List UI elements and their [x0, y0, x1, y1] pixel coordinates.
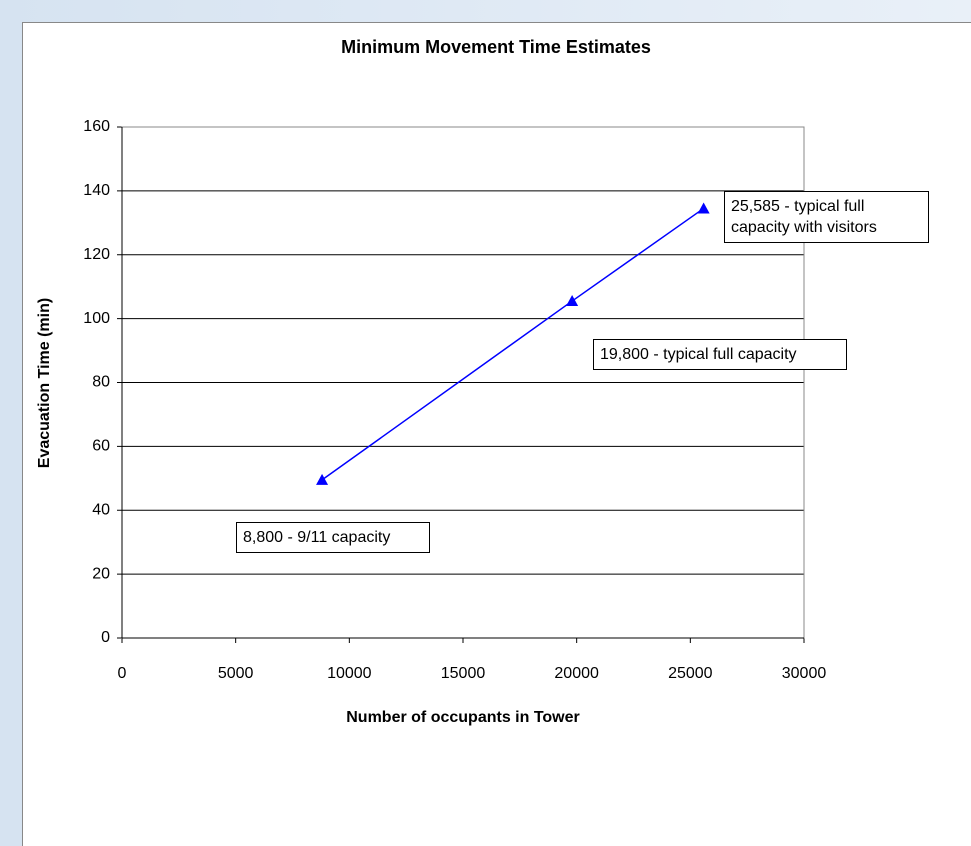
y-tick-label: 140: [83, 182, 110, 199]
x-tick-label: 0: [118, 665, 127, 682]
annotation: 19,800 - typical full capacity: [593, 339, 847, 370]
chart-panel: [22, 22, 971, 846]
x-tick-label: 25000: [668, 665, 713, 682]
y-tick-label: 100: [83, 310, 110, 327]
y-tick-label: 20: [92, 565, 110, 582]
marker: [566, 295, 579, 307]
x-tick-label: 5000: [218, 665, 254, 682]
x-tick-label: 15000: [441, 665, 486, 682]
x-tick-label: 20000: [554, 665, 599, 682]
y-tick-label: 0: [101, 629, 110, 646]
marker: [697, 202, 710, 214]
x-axis-label: Number of occupants in Tower: [346, 709, 580, 726]
y-tick-label: 80: [92, 374, 110, 391]
annotation: 25,585 - typical full capacity with visi…: [724, 191, 929, 243]
x-tick-label: 30000: [782, 665, 827, 682]
annotation: 8,800 - 9/11 capacity: [236, 522, 430, 553]
y-tick-label: 60: [92, 438, 110, 455]
y-tick-label: 120: [83, 246, 110, 263]
y-tick-label: 40: [92, 501, 110, 518]
chart-title: Minimum Movement Time Estimates: [341, 37, 651, 57]
y-tick-label: 160: [83, 118, 110, 135]
marker: [316, 473, 329, 485]
x-tick-label: 10000: [327, 665, 372, 682]
y-axis-label: Evacuation Time (min): [36, 298, 53, 468]
